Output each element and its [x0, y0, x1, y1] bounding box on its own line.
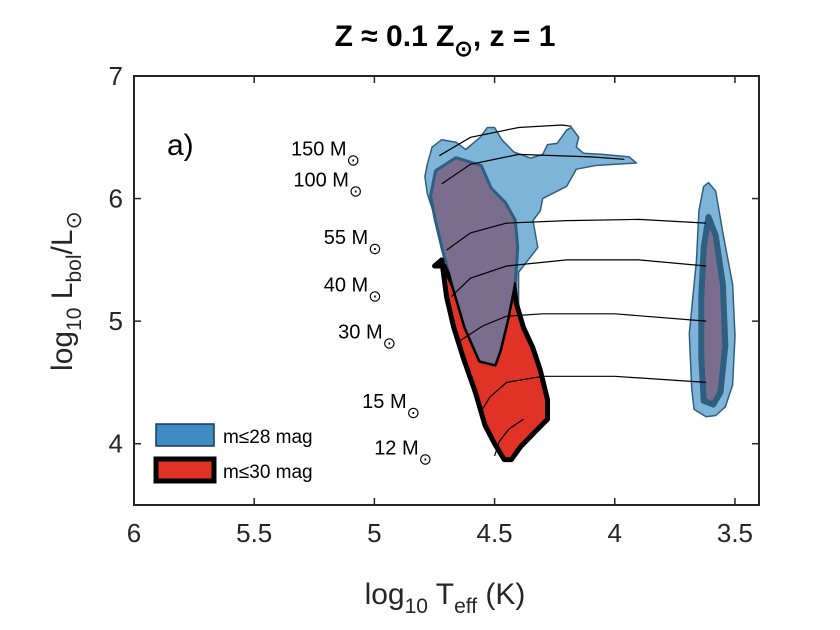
track-100 [441, 153, 625, 185]
x-axis-title: log10 Teff (K) [365, 578, 526, 618]
track-15 [479, 375, 707, 414]
x-axis-title-sub10: 10 [405, 595, 428, 618]
panel-label: a) [167, 129, 194, 162]
x-axis-title-unit: (K) [477, 578, 525, 611]
chart-title-main: Z ≈ 0.1 Z [335, 20, 455, 53]
overlap-region-top-0 [432, 159, 517, 364]
y-axis-title-sub-bol: bol [63, 255, 86, 283]
y-axis-title-l: L [46, 283, 79, 308]
y-tick-label-1: 5 [109, 306, 123, 336]
y-tick-label-2: 6 [109, 184, 123, 214]
track-55 [446, 218, 707, 251]
y-axis-title-over-l: /L [46, 229, 79, 254]
y-tick-label-0: 4 [109, 429, 123, 459]
x-tick-label-3: 4.5 [476, 518, 512, 548]
mass-label-1: 100 M⊙ [293, 169, 362, 200]
mass-label-4: 30 M⊙ [338, 321, 396, 352]
plot-regions [424, 126, 736, 463]
legend-label-red: m≤30 mag [223, 462, 313, 483]
mass-labels: 150 M⊙100 M⊙ 55 M⊙ 40 M⊙ 30 M⊙ 15 M⊙ 12 M⊙ [291, 139, 432, 469]
evolution-tracks [438, 124, 707, 457]
track-40 [450, 259, 707, 298]
x-tick-label-2: 5 [367, 518, 381, 548]
overlap-region-1 [698, 214, 729, 408]
legend-swatch-blue [155, 423, 215, 447]
mass-label-0: 150 M⊙ [291, 139, 360, 170]
mass-label-3: 40 M⊙ [324, 275, 382, 306]
legend: m≤28 mag m≤30 mag [153, 423, 313, 484]
x-axis-title-t: T [428, 578, 454, 611]
x-tick-label-5: 3.5 [717, 518, 753, 548]
x-axis-title-sub-eff: eff [454, 595, 477, 618]
chart-title-sub: ⊙ [454, 36, 472, 61]
axis-ticks: 6 5.5 5 4.5 4 3.5 4 5 6 7 [109, 61, 759, 548]
mass-label-6: 12 M⊙ [374, 438, 432, 469]
legend-label-blue: m≤28 mag [223, 427, 313, 448]
track-150 [438, 124, 572, 157]
x-tick-label-4: 4 [608, 518, 622, 548]
chart-title-tail: , z = 1 [473, 20, 556, 53]
mass-label-2: 55 M⊙ [324, 227, 382, 258]
chart-title: Z ≈ 0.1 Z⊙, z = 1 [335, 20, 556, 61]
x-tick-label-0: 6 [127, 518, 141, 548]
legend-swatch-red [153, 456, 217, 484]
y-axis-title: log10 Lbol/L⊙ [46, 211, 86, 371]
y-axis-title-log: log [46, 331, 79, 371]
x-axis-title-log: log [365, 578, 405, 611]
y-axis-title-sun: ⊙ [61, 211, 86, 229]
track-12 [494, 418, 524, 457]
x-tick-label-1: 5.5 [236, 518, 272, 548]
plot-frame [133, 75, 760, 506]
red-region-0 [432, 257, 550, 463]
track-30 [455, 313, 707, 344]
y-tick-label-3: 7 [109, 61, 123, 91]
y-axis-title-sub10: 10 [63, 308, 86, 331]
mass-label-5: 15 M⊙ [362, 391, 420, 422]
